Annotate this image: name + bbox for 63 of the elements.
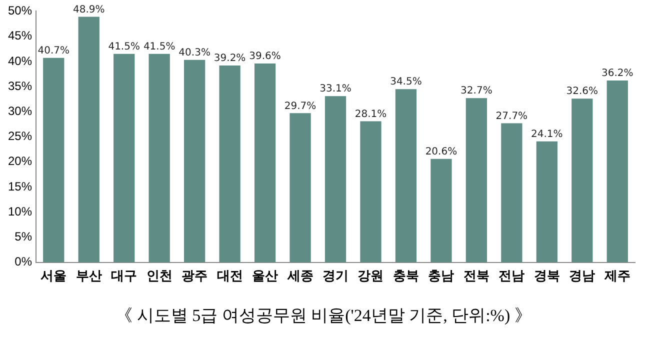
data-label: 33.1% (320, 84, 352, 95)
bar (324, 96, 346, 262)
y-tick-label: 50% (8, 4, 32, 18)
data-label: 36.2% (601, 68, 634, 80)
bar (184, 60, 206, 262)
bar (395, 89, 417, 262)
bar (606, 80, 628, 262)
x-tick-label: 대전 (216, 268, 243, 283)
bar (536, 141, 558, 262)
data-label: 32.7% (460, 86, 492, 97)
data-label: 40.3% (178, 48, 210, 59)
y-tick-label: 5% (14, 230, 32, 244)
x-tick-label: 인천 (146, 268, 172, 283)
x-tick-label: 경북 (534, 268, 560, 283)
data-label: 28.1% (354, 108, 387, 120)
y-tick-label: 45% (8, 28, 32, 43)
y-tick-label: 20% (8, 154, 32, 168)
x-tick-label: 대구 (111, 268, 138, 283)
x-tick-label: 경기 (322, 268, 349, 283)
text: 《 시도별 5급 여성공무원 비율('24년말 기준, 단위:%) 》 (114, 305, 532, 327)
y-tick-label: 10% (8, 204, 32, 218)
x-tick-label: 충남 (428, 268, 454, 283)
bar (501, 123, 522, 262)
data-label: 41.5% (143, 42, 176, 52)
data-label: 20.6% (425, 146, 458, 158)
data-label: 39.6% (249, 51, 281, 62)
y-tick-label: 35% (8, 78, 32, 93)
bar (572, 98, 593, 262)
x-tick-label: 전북 (463, 268, 490, 283)
x-tick-label: 부산 (76, 268, 102, 283)
data-label: 40.7% (38, 46, 70, 57)
bar (78, 16, 100, 262)
y-tick-label: 0% (14, 254, 32, 269)
bar (290, 113, 311, 262)
x-tick-label: 제주 (603, 268, 630, 283)
bar (114, 54, 135, 262)
bar (43, 58, 64, 262)
x-tick-label: 울산 (252, 268, 278, 283)
x-tick-label: 충북 (392, 268, 419, 283)
data-label: 32.6% (566, 86, 598, 98)
y-tick-label: 15% (8, 179, 32, 194)
y-tick-label: 30% (8, 104, 32, 118)
data-label: 27.7% (496, 110, 528, 122)
data-label: 24.1% (531, 128, 563, 140)
x-tick-label: 광주 (182, 268, 208, 283)
data-label: 34.5% (390, 76, 422, 88)
bar (148, 54, 170, 262)
x-tick-label: 세종 (286, 268, 314, 283)
data-label: 41.5% (108, 42, 140, 52)
data-label: 48.9% (72, 4, 105, 16)
data-label: 29.7% (284, 100, 316, 112)
x-tick-label: 서울 (40, 268, 67, 283)
bar (219, 65, 240, 262)
y-tick-label: 25% (8, 129, 32, 144)
bar (360, 121, 382, 262)
y-tick-label: 40% (8, 54, 32, 68)
bar (254, 63, 276, 262)
data-label: 39.2% (214, 53, 246, 64)
x-tick-label: 경남 (569, 268, 596, 283)
bar (466, 98, 488, 262)
bar (430, 158, 452, 262)
x-tick-label: 강원 (358, 268, 384, 283)
x-tick-label: 전남 (498, 268, 525, 283)
